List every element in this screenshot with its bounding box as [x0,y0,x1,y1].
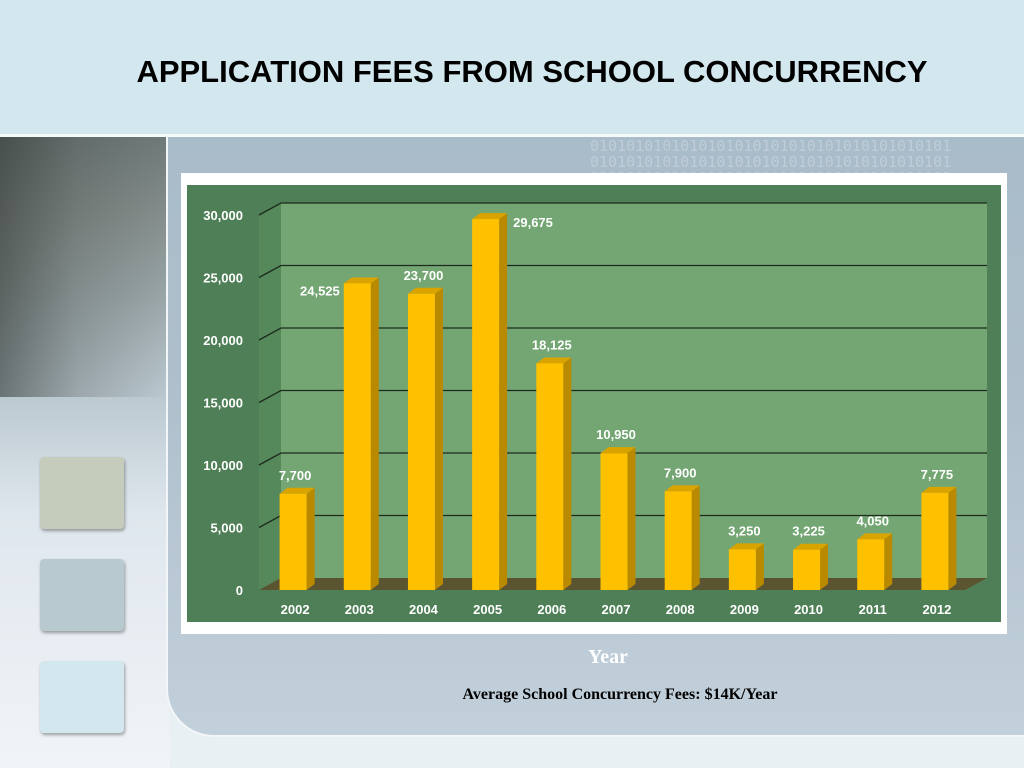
x-tick-label: 2011 [859,602,887,617]
y-tick-label: 5,000 [210,521,243,536]
x-tick-label: 2012 [922,602,951,617]
binary-row: 0101010101010101010101010101010101010101 [590,153,952,171]
y-tick-label: 10,000 [203,458,243,473]
bar [728,549,756,590]
bar-top [407,287,443,294]
bar-side [370,277,379,590]
x-tick-label: 2006 [537,602,566,617]
data-label: 10,950 [596,427,636,442]
bar [921,492,949,590]
bar-top [921,486,957,493]
data-label: 23,700 [404,268,444,283]
data-label: 4,050 [856,513,889,528]
bar [472,219,500,590]
bar-side [820,543,829,590]
x-tick-label: 2004 [409,602,439,617]
data-label: 7,900 [664,465,697,480]
bar [600,453,628,590]
x-tick-label: 2008 [666,602,695,617]
x-tick-label: 2005 [473,602,502,617]
bar [664,491,692,590]
data-label: 3,250 [728,523,761,538]
bar-top [536,357,572,364]
y-tick-label: 30,000 [203,208,243,223]
bar-side [499,213,508,590]
gridline [258,202,987,216]
bar-top [343,277,379,284]
bar-side [306,487,315,590]
bar-top [279,487,315,494]
y-tick-label: 20,000 [203,333,243,348]
bar-chart: 0 5,000 10,000 15,000 20,000 25,000 30,000 7,70… [187,185,1001,622]
y-tick-label: 0 [236,583,243,598]
x-tick-label: 2007 [602,602,631,617]
decor-swatch-ice [40,661,124,733]
average-fees-note: Average School Concurrency Fees: $14K/Ye… [462,686,778,703]
bar-top [793,543,829,550]
left-decor-shade [0,137,170,397]
bar-side [884,533,893,590]
header-divider [0,134,1024,137]
gridline [258,452,987,466]
bar-side [755,543,764,590]
chart-frame: 0 5,000 10,000 15,000 20,000 25,000 30,000 7,70… [181,173,1007,634]
y-tick-label: 15,000 [203,396,243,411]
binary-row: 0101010101010101010101010101010101010101 [590,138,952,155]
decor-swatch-slate [40,559,124,631]
bar [343,283,371,590]
data-label: 7,700 [279,468,312,483]
x-tick-label: 2009 [730,602,759,617]
bar [536,363,564,590]
slide-header [0,0,1024,134]
gridline [258,327,987,341]
bar-top [728,543,764,550]
data-label: 29,675 [513,215,553,230]
bar-top [857,533,893,540]
decor-swatch-sage [40,457,124,529]
bar-side [563,357,572,590]
bar-top [664,485,700,492]
bar-side [434,287,443,590]
bar-side [948,486,957,590]
x-tick-label: 2010 [794,602,823,617]
bar-top [600,447,636,454]
bar [857,539,885,590]
data-label: 3,225 [792,524,825,539]
data-label: 24,525 [300,283,340,298]
x-axis-label: Year [588,646,628,668]
x-tick-label: 2003 [345,602,374,617]
data-label: 18,125 [532,337,572,352]
bar-side [627,447,636,590]
bar [279,493,307,590]
bar [407,293,435,590]
y-tick-label: 25,000 [203,271,243,286]
bar-top [472,213,508,220]
bar [793,549,821,590]
gridline [258,389,987,404]
x-tick-label: 2002 [281,602,310,617]
gridline [258,264,987,279]
slide-title: APPLICATION FEES FROM SCHOOL CONCURRENCY [136,54,928,89]
bar-side [691,485,700,590]
data-label: 7,775 [921,467,954,482]
